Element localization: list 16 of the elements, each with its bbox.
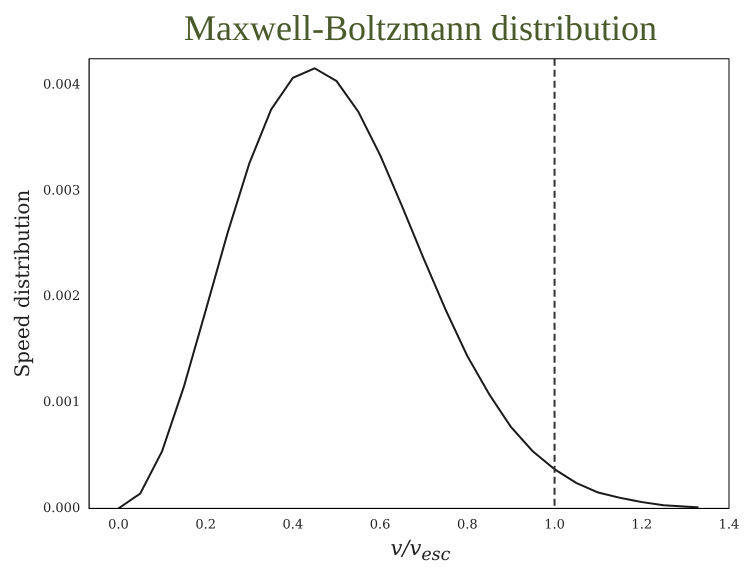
y-tick-label: 0.000 <box>43 500 80 516</box>
y-tick-label: 0.001 <box>43 394 80 410</box>
x-tick-label: 1.4 <box>718 518 740 533</box>
x-axis-title: v/v$_{esc}$ <box>390 536 452 566</box>
x-tick-label: 0.4 <box>282 518 304 533</box>
x-tick-label: 0.0 <box>108 518 129 533</box>
y-tick-label: 0.004 <box>43 78 80 93</box>
x-tick-label: 0.8 <box>456 518 478 533</box>
x-tick-label: 1.2 <box>631 518 652 533</box>
chart-title: Maxwell-Boltzmann distribution <box>183 8 658 48</box>
y-axis-title: Speed distribution <box>10 190 34 378</box>
y-tick-label: 0.002 <box>43 289 80 304</box>
y-tick-label: 0.003 <box>43 183 80 198</box>
x-tick-label: 1.0 <box>544 518 565 533</box>
x-tick-label: 0.2 <box>195 518 216 533</box>
x-tick-label: 0.6 <box>370 518 390 533</box>
